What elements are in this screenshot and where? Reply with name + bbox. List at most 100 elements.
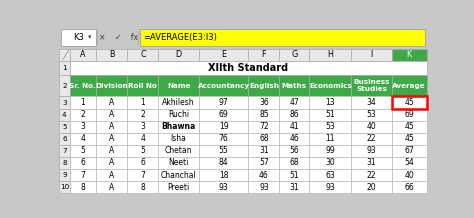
Text: 45: 45: [404, 122, 414, 131]
Bar: [199, 181, 248, 193]
Text: G: G: [291, 50, 298, 59]
Bar: [248, 75, 280, 97]
Bar: [309, 133, 351, 145]
Text: 51: 51: [290, 170, 299, 180]
Bar: [392, 181, 427, 193]
Text: 76: 76: [219, 134, 228, 143]
Bar: [248, 121, 280, 133]
Bar: [199, 75, 248, 97]
Text: Accountancy: Accountancy: [198, 83, 250, 89]
Text: 86: 86: [290, 110, 299, 119]
Text: Name: Name: [167, 83, 191, 89]
Bar: [59, 49, 70, 61]
Bar: [70, 97, 96, 109]
Text: Bhawna: Bhawna: [162, 122, 196, 131]
Bar: [351, 133, 392, 145]
Bar: [248, 169, 280, 181]
Bar: [128, 109, 158, 121]
Bar: [70, 49, 96, 61]
Bar: [351, 109, 392, 121]
Bar: [128, 145, 158, 157]
Bar: [351, 97, 392, 109]
Bar: [158, 109, 199, 121]
Bar: [392, 133, 427, 145]
Text: 47: 47: [290, 98, 299, 107]
Text: =AVERAGE(E3:I3): =AVERAGE(E3:I3): [143, 33, 217, 42]
Bar: [309, 49, 351, 61]
Text: 31: 31: [259, 146, 269, 155]
Bar: [309, 169, 351, 181]
Text: A: A: [109, 170, 114, 180]
Text: 5: 5: [140, 146, 146, 155]
Text: 99: 99: [326, 146, 335, 155]
Text: 1: 1: [62, 65, 67, 71]
Text: Isha: Isha: [171, 134, 187, 143]
Bar: [248, 181, 280, 193]
Text: 46: 46: [259, 170, 269, 180]
Bar: [392, 75, 427, 97]
Text: 7: 7: [81, 170, 85, 180]
Text: 3: 3: [62, 100, 67, 106]
Bar: [248, 133, 280, 145]
Bar: [59, 109, 70, 121]
Text: 46: 46: [290, 134, 299, 143]
Text: A: A: [109, 158, 114, 167]
Text: 31: 31: [290, 183, 299, 192]
Bar: [158, 75, 199, 97]
Text: 55: 55: [219, 146, 228, 155]
Bar: [392, 97, 427, 109]
Text: A: A: [109, 122, 114, 131]
Text: 69: 69: [404, 110, 414, 119]
Text: 7: 7: [140, 170, 146, 180]
Bar: [70, 133, 96, 145]
Bar: [280, 169, 309, 181]
Text: 22: 22: [367, 134, 376, 143]
Bar: [96, 157, 128, 169]
Bar: [280, 49, 309, 61]
Text: E: E: [221, 50, 226, 59]
Text: 93: 93: [219, 183, 228, 192]
Text: ▾: ▾: [88, 34, 91, 41]
Bar: [280, 109, 309, 121]
Text: 20: 20: [367, 183, 376, 192]
Bar: [59, 145, 70, 157]
Text: B: B: [109, 50, 114, 59]
Bar: [128, 49, 158, 61]
Text: C: C: [140, 50, 146, 59]
Bar: [59, 97, 70, 109]
Text: 5: 5: [62, 124, 67, 130]
Text: Business
Studies: Business Studies: [353, 79, 390, 92]
Text: 3: 3: [140, 122, 146, 131]
Bar: [309, 157, 351, 169]
Text: 63: 63: [326, 170, 335, 180]
Bar: [96, 109, 128, 121]
Text: 45: 45: [404, 134, 414, 143]
Bar: [96, 145, 128, 157]
Text: 57: 57: [259, 158, 269, 167]
Bar: [59, 133, 70, 145]
Text: 10: 10: [60, 184, 69, 190]
Bar: [199, 133, 248, 145]
Text: 1: 1: [140, 98, 145, 107]
Text: 53: 53: [367, 110, 376, 119]
Bar: [280, 97, 309, 109]
Text: ×    ✓    fx: × ✓ fx: [99, 33, 137, 42]
Text: 85: 85: [259, 110, 269, 119]
Text: A: A: [80, 50, 86, 59]
Text: 93: 93: [326, 183, 335, 192]
Bar: [128, 181, 158, 193]
Text: I: I: [371, 50, 373, 59]
Bar: [59, 157, 70, 169]
Bar: [96, 121, 128, 133]
Bar: [280, 157, 309, 169]
Bar: [248, 109, 280, 121]
Text: Neeti: Neeti: [168, 158, 189, 167]
Bar: [128, 169, 158, 181]
Bar: [128, 97, 158, 109]
Bar: [309, 181, 351, 193]
Bar: [96, 49, 128, 61]
Bar: [392, 157, 427, 169]
Bar: [280, 121, 309, 133]
Bar: [351, 169, 392, 181]
Text: 6: 6: [81, 158, 85, 167]
